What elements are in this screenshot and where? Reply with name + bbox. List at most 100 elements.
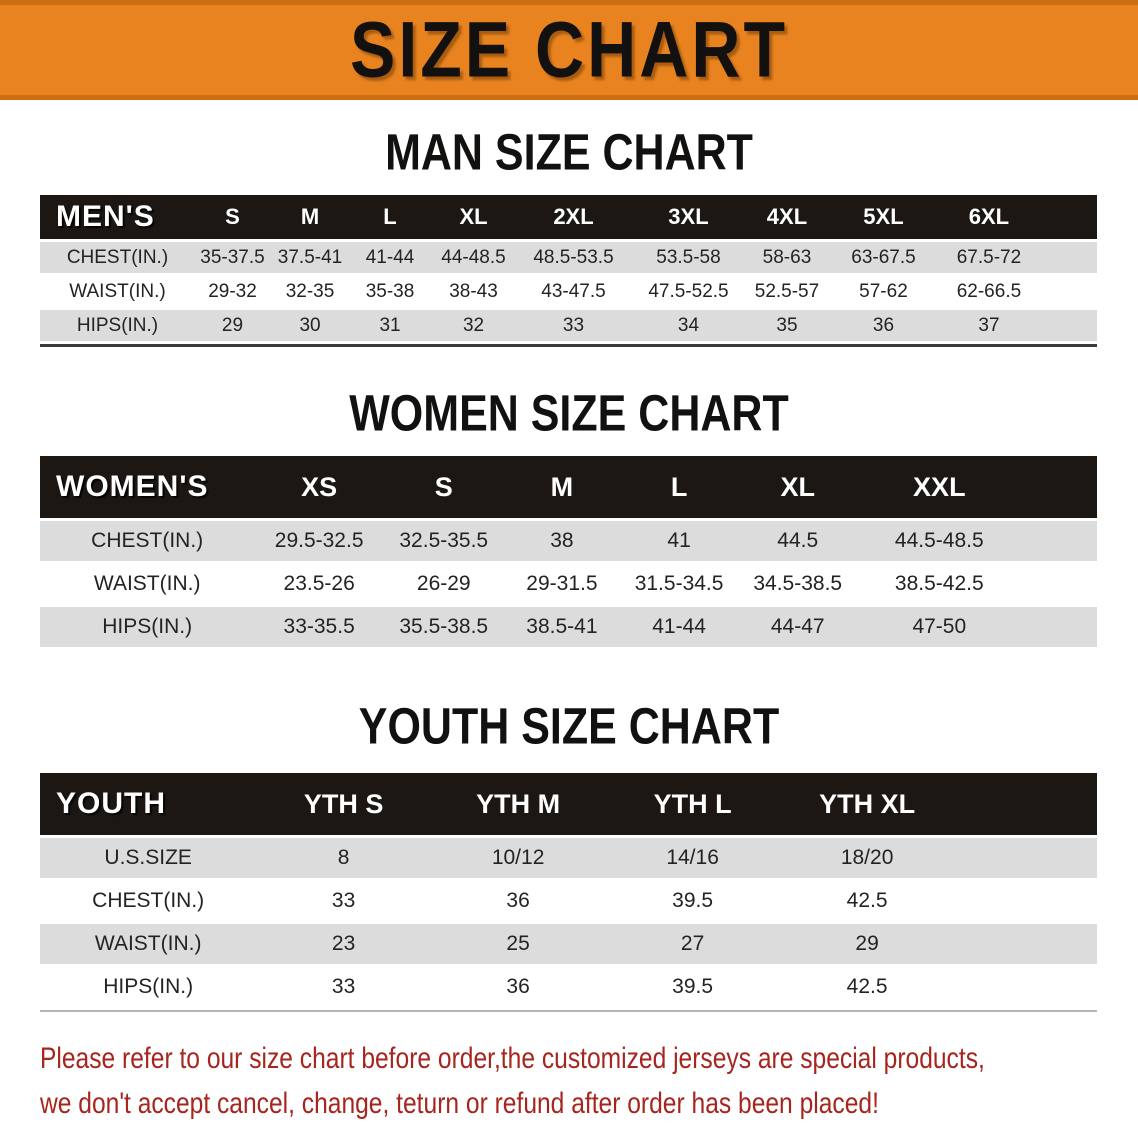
header-filler: [1037, 195, 1097, 239]
size-value-cell: 48.5-53.5: [517, 242, 630, 273]
size-value-cell: 33: [256, 881, 431, 921]
size-value-cell: 31.5-34.5: [620, 564, 738, 604]
size-column-header: S: [194, 195, 271, 239]
table-category-label: WOMEN'S: [40, 456, 255, 518]
row-filler: [1037, 242, 1097, 273]
header-filler: [1021, 456, 1097, 518]
youth-size-section: YOUTH SIZE CHART YOUTH YTH S YTH M YTH L YTH…: [0, 699, 1138, 1012]
table-row: HIPS(IN.) 33 36 39.5 42.5: [40, 967, 1097, 1007]
size-value-cell: 41-44: [350, 242, 431, 273]
measurement-label: HIPS(IN.): [40, 607, 255, 647]
size-column-header: 5XL: [826, 195, 940, 239]
size-value-cell: 34: [629, 310, 747, 341]
size-value-cell: 25: [430, 924, 606, 964]
table-category-label: MEN'S: [40, 195, 195, 239]
size-value-cell: 35-38: [350, 276, 431, 307]
size-value-cell: 29: [194, 310, 271, 341]
measurement-label: HIPS(IN.): [40, 310, 195, 341]
size-value-cell: 38.5-42.5: [857, 564, 1022, 604]
row-filler: [1021, 607, 1097, 647]
size-value-cell: 29.5-32.5: [254, 521, 384, 561]
disclaimer-line-2: we don't accept cancel, change, teturn o…: [40, 1087, 879, 1120]
row-filler: [954, 838, 1097, 878]
size-value-cell: 41: [620, 521, 738, 561]
table-header-row: WOMEN'S XS S M L XL XXL: [40, 456, 1097, 518]
table-row: WAIST(IN.) 29-32 32-35 35-38 38-43 43-47.5 47.…: [40, 276, 1097, 307]
size-value-cell: 32.5-35.5: [383, 521, 504, 561]
size-column-header: XS: [254, 456, 384, 518]
size-value-cell: 30: [270, 310, 351, 341]
size-value-cell: 38: [503, 521, 621, 561]
youth-size-table-wrap: YOUTH YTH S YTH M YTH L YTH XL U.S.SIZE 8 10/12…: [40, 770, 1097, 1012]
disclaimer-line-1: Please refer to our size chart before or…: [40, 1042, 985, 1075]
size-value-cell: 67.5-72: [939, 242, 1038, 273]
men-size-table-wrap: MEN'S S M L XL 2XL 3XL 4XL 5XL 6XL CHEST(IN.) 35-37…: [40, 192, 1097, 347]
size-value-cell: 44-47: [737, 607, 858, 647]
size-value-cell: 8: [256, 838, 431, 878]
measurement-label: WAIST(IN.): [40, 564, 255, 604]
size-value-cell: 47.5-52.5: [629, 276, 747, 307]
size-value-cell: 36: [826, 310, 940, 341]
size-column-header: YTH XL: [779, 773, 955, 835]
women-section-title: WOMEN SIZE CHART: [349, 385, 789, 443]
size-value-cell: 14/16: [605, 838, 780, 878]
page-title: SIZE CHART: [350, 5, 788, 95]
size-value-cell: 29-32: [194, 276, 271, 307]
men-size-table: MEN'S S M L XL 2XL 3XL 4XL 5XL 6XL CHEST(IN.) 35-37…: [40, 192, 1097, 344]
size-value-cell: 33: [256, 967, 431, 1007]
size-value-cell: 36: [430, 881, 606, 921]
row-filler: [954, 924, 1097, 964]
measurement-label: CHEST(IN.): [40, 881, 257, 921]
size-value-cell: 37: [939, 310, 1038, 341]
size-value-cell: 26-29: [383, 564, 504, 604]
size-value-cell: 10/12: [430, 838, 606, 878]
header-filler: [954, 773, 1097, 835]
size-value-cell: 35-37.5: [194, 242, 271, 273]
size-value-cell: 33-35.5: [254, 607, 384, 647]
size-column-header: M: [270, 195, 351, 239]
row-filler: [954, 881, 1097, 921]
size-value-cell: 52.5-57: [746, 276, 827, 307]
table-row: WAIST(IN.) 23.5-26 26-29 29-31.5 31.5-34.5 34…: [40, 564, 1097, 604]
size-value-cell: 31: [350, 310, 431, 341]
row-filler: [954, 967, 1097, 1007]
size-value-cell: 42.5: [779, 881, 955, 921]
table-row: WAIST(IN.) 23 25 27 29: [40, 924, 1097, 964]
size-column-header: YTH S: [256, 773, 431, 835]
size-value-cell: 34.5-38.5: [737, 564, 858, 604]
measurement-label: WAIST(IN.): [40, 276, 195, 307]
size-value-cell: 42.5: [779, 967, 955, 1007]
size-value-cell: 18/20: [779, 838, 955, 878]
size-value-cell: 27: [605, 924, 780, 964]
men-section-title: MAN SIZE CHART: [385, 124, 753, 182]
size-column-header: 4XL: [746, 195, 827, 239]
youth-size-table: YOUTH YTH S YTH M YTH L YTH XL U.S.SIZE 8 10/12…: [40, 770, 1097, 1010]
banner: SIZE CHART: [0, 0, 1138, 100]
size-column-header: XL: [430, 195, 517, 239]
disclaimer-note: Please refer to our size chart before or…: [0, 1036, 1138, 1126]
size-value-cell: 39.5: [605, 881, 780, 921]
size-column-header: M: [503, 456, 621, 518]
table-row: U.S.SIZE 8 10/12 14/16 18/20: [40, 838, 1097, 878]
size-column-header: XL: [737, 456, 858, 518]
size-column-header: 2XL: [517, 195, 630, 239]
size-value-cell: 44-48.5: [430, 242, 517, 273]
size-column-header: L: [620, 456, 738, 518]
size-value-cell: 53.5-58: [629, 242, 747, 273]
size-value-cell: 32-35: [270, 276, 351, 307]
row-filler: [1021, 521, 1097, 561]
row-filler: [1021, 564, 1097, 604]
size-value-cell: 29: [779, 924, 955, 964]
size-value-cell: 44.5: [737, 521, 858, 561]
size-value-cell: 58-63: [746, 242, 827, 273]
size-value-cell: 43-47.5: [517, 276, 630, 307]
size-column-header: 6XL: [939, 195, 1038, 239]
size-value-cell: 23: [256, 924, 431, 964]
women-size-table: WOMEN'S XS S M L XL XXL CHEST(IN.) 29.5-32.5 32.5…: [40, 453, 1097, 650]
row-filler: [1037, 310, 1097, 341]
size-column-header: L: [350, 195, 431, 239]
table-row: CHEST(IN.) 35-37.5 37.5-41 41-44 44-48.5 48.5…: [40, 242, 1097, 273]
size-value-cell: 47-50: [857, 607, 1022, 647]
size-value-cell: 37.5-41: [270, 242, 351, 273]
size-value-cell: 32: [430, 310, 517, 341]
